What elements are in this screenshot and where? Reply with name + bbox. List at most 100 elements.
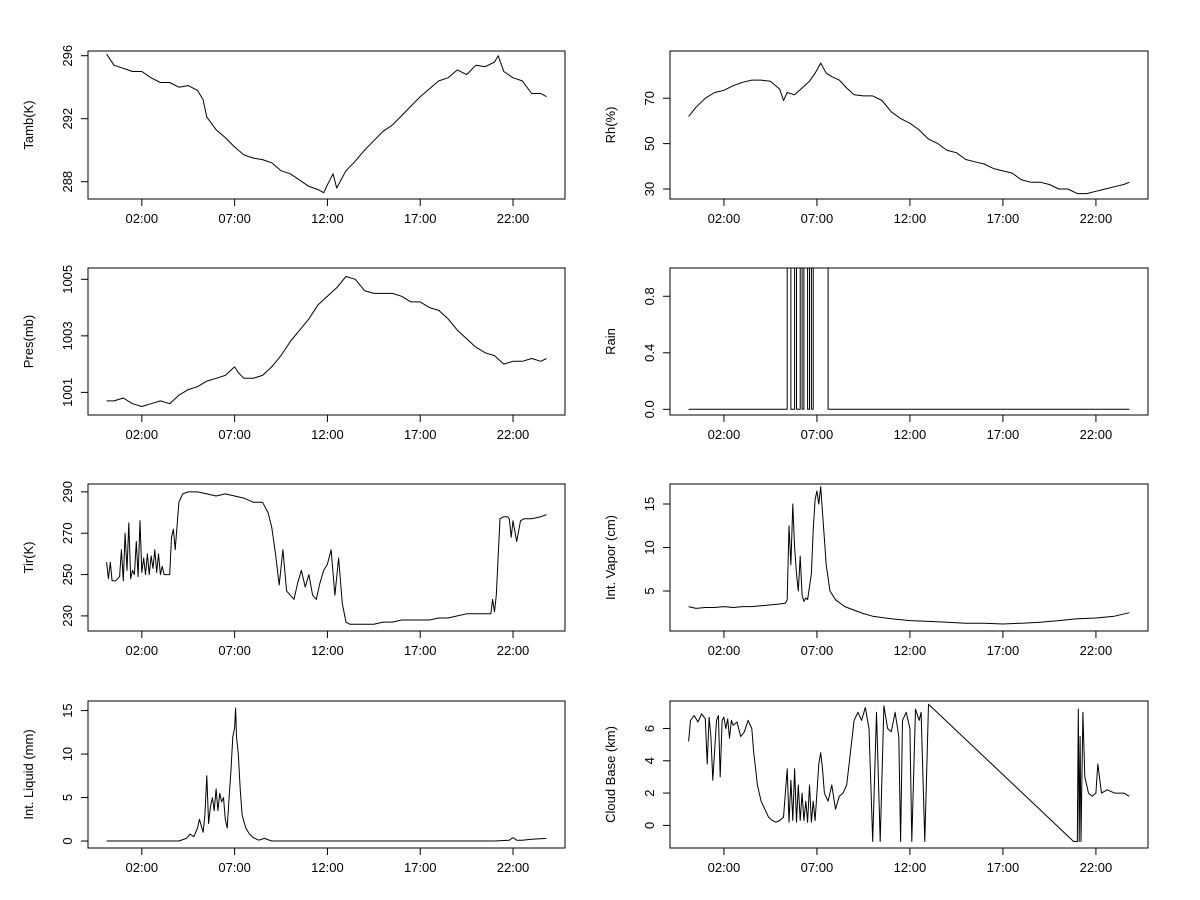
y-tick-label: 250: [60, 564, 75, 586]
panel-1: 02:00 07:00 12:00 17:00 22:00 288 292 296 Tamb(K…: [21, 45, 566, 226]
y-tick-label: 296: [60, 45, 75, 67]
y-tick-label: 0.4: [642, 344, 657, 362]
x-tick-label: 02:00: [708, 860, 741, 875]
y-axis-label: Tir(K): [21, 541, 36, 573]
y-tick-label: 70: [642, 91, 657, 105]
x-tick-label: 12:00: [894, 643, 927, 658]
series-line: [106, 276, 547, 407]
x-tick-label: 02:00: [708, 427, 741, 442]
y-tick-label: 270: [60, 522, 75, 544]
y-axis-label: Cloud Base (km): [603, 726, 618, 823]
x-tick-label: 07:00: [218, 211, 251, 226]
series-line: [688, 267, 1130, 410]
y-tick-label: 292: [60, 108, 75, 130]
x-tick-label: 12:00: [894, 211, 927, 226]
x-tick-label: 22:00: [497, 643, 530, 658]
y-tick-label: 15: [60, 703, 75, 717]
plot-frame: [87, 50, 566, 200]
x-tick-label: 07:00: [218, 643, 251, 658]
y-tick-label: 290: [60, 481, 75, 503]
x-tick-label: 07:00: [801, 643, 834, 658]
x-tick-label: 12:00: [311, 427, 344, 442]
x-tick-label: 07:00: [801, 427, 834, 442]
y-tick-label: 0: [642, 822, 657, 829]
x-tick-label: 12:00: [311, 860, 344, 875]
y-axis-label: Int. Vapor (cm): [603, 515, 618, 600]
y-tick-label: 10: [642, 540, 657, 554]
y-tick-label: 30: [642, 182, 657, 196]
series-line: [106, 491, 547, 625]
x-tick-label: 17:00: [987, 643, 1020, 658]
panel-2: 02:00 07:00 12:00 17:00 22:00 30 50 70 Rh(%): [603, 50, 1149, 226]
x-tick-label: 22:00: [497, 427, 530, 442]
panel-3: 02:00 07:00 12:00 17:00 22:00 1001 1003 1005 Pre…: [21, 265, 566, 442]
x-tick-label: 12:00: [311, 643, 344, 658]
y-tick-label: 230: [60, 605, 75, 627]
x-tick-label: 02:00: [126, 427, 159, 442]
plot-frame: [669, 700, 1149, 849]
y-tick-label: 50: [642, 136, 657, 150]
y-tick-label: 288: [60, 171, 75, 193]
y-tick-label: 10: [60, 747, 75, 761]
x-tick-label: 12:00: [894, 427, 927, 442]
plot-frame: [669, 50, 1149, 200]
x-tick-label: 12:00: [894, 860, 927, 875]
x-tick-label: 12:00: [311, 211, 344, 226]
y-tick-label: 15: [642, 497, 657, 511]
x-tick-label: 17:00: [404, 211, 437, 226]
plot-frame: [669, 483, 1149, 632]
series-line: [688, 703, 1130, 842]
y-axis-label: Int. Liquid (mm): [21, 729, 36, 819]
x-tick-label: 22:00: [1080, 211, 1113, 226]
x-tick-label: 22:00: [1080, 643, 1113, 658]
series-line: [106, 707, 547, 842]
panel-8: 02:00 07:00 12:00 17:00 22:00 0 2 4 6 Cloud Base …: [603, 700, 1149, 875]
y-tick-label: 0: [60, 837, 75, 844]
x-tick-label: 07:00: [801, 211, 834, 226]
panel-4: 02:00 07:00 12:00 17:00 22:00 0.0 0.4 0.8 Rain: [603, 267, 1149, 442]
x-tick-label: 17:00: [404, 860, 437, 875]
plot-frame: [87, 700, 566, 849]
y-axis-label: Pres(mb): [21, 315, 36, 368]
series-line: [688, 486, 1130, 625]
y-tick-label: 4: [642, 757, 657, 764]
x-tick-label: 22:00: [497, 860, 530, 875]
x-tick-label: 17:00: [987, 427, 1020, 442]
x-tick-label: 17:00: [987, 860, 1020, 875]
x-tick-label: 02:00: [708, 643, 741, 658]
x-tick-label: 17:00: [404, 643, 437, 658]
series-line: [688, 62, 1130, 195]
x-tick-label: 22:00: [1080, 860, 1113, 875]
x-tick-label: 17:00: [987, 211, 1020, 226]
x-tick-label: 07:00: [218, 427, 251, 442]
y-axis-label: Rh(%): [603, 107, 618, 144]
y-tick-label: 1003: [60, 321, 75, 350]
y-tick-label: 1005: [60, 265, 75, 294]
y-tick-label: 5: [60, 794, 75, 801]
y-axis-label: Rain: [603, 328, 618, 355]
x-tick-label: 07:00: [218, 860, 251, 875]
x-tick-label: 17:00: [404, 427, 437, 442]
y-tick-label: 1001: [60, 378, 75, 407]
panel-7: 02:00 07:00 12:00 17:00 22:00 0 5 10 15 Int. Liqu…: [21, 700, 566, 875]
plot-frame: [669, 267, 1149, 416]
series-line: [106, 53, 547, 194]
x-tick-label: 02:00: [126, 211, 159, 226]
y-tick-label: 2: [642, 789, 657, 796]
plot-frame: [87, 267, 566, 416]
plot-frame: [87, 483, 566, 632]
y-tick-label: 0.0: [642, 400, 657, 418]
y-axis-label: Tamb(K): [21, 100, 36, 149]
panel-5: 02:00 07:00 12:00 17:00 22:00 230 250 270 290 Tir…: [21, 481, 566, 658]
y-tick-label: 0.8: [642, 287, 657, 305]
x-tick-label: 02:00: [126, 643, 159, 658]
x-tick-label: 07:00: [801, 860, 834, 875]
x-tick-label: 02:00: [708, 211, 741, 226]
y-tick-label: 5: [642, 587, 657, 594]
y-tick-label: 6: [642, 725, 657, 732]
panel-6: 02:00 07:00 12:00 17:00 22:00 5 10 15 Int. Vapor…: [603, 483, 1149, 658]
x-tick-label: 22:00: [497, 211, 530, 226]
x-tick-label: 22:00: [1080, 427, 1113, 442]
x-tick-label: 02:00: [126, 860, 159, 875]
